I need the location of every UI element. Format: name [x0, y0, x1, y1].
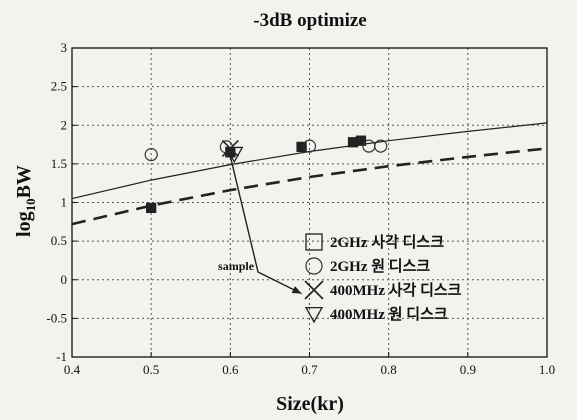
y-tick-label-5: 1.5: [51, 156, 67, 171]
x-tick-label-6: 1.0: [539, 362, 555, 377]
y-tick-label-7: 2.5: [51, 79, 67, 94]
x-tick-label-4: 0.8: [381, 362, 397, 377]
annotations: sample: [218, 155, 302, 295]
y-axis-label: log10BW: [13, 165, 38, 237]
y-tick-label-8: 3: [61, 40, 68, 55]
marker-circle-3: [362, 139, 376, 153]
y-tick-label-2: 0: [61, 272, 68, 287]
x-axis-label: Size(kr): [276, 393, 344, 415]
marker-square-2: [296, 141, 307, 153]
marker-circle-0: [144, 148, 158, 162]
x-tick-label-5: 0.9: [460, 362, 476, 377]
marker-square-4: [355, 135, 367, 146]
chart-title: -3dB optimize: [253, 10, 366, 31]
legend-marker-x: [304, 280, 324, 300]
legend-label-1: 2GHz 원 디스크: [330, 258, 430, 275]
y-tick-label-6: 2: [61, 117, 68, 132]
legend: 2GHz 사각 디스크 2GHz 원 디스크 400MHz 사각 디스크 400MHz…: [304, 233, 462, 324]
legend-marker-triangle: [304, 306, 324, 324]
y-tick-label-0: -1: [56, 349, 67, 364]
x-tick-label-3: 0.7: [301, 362, 318, 377]
y-tick-label-4: 1: [61, 195, 68, 210]
annotation-label: sample: [218, 259, 255, 273]
marker-triangle-0: [225, 146, 244, 164]
annotation-arrow-head: [291, 286, 302, 294]
marker-x-0: [221, 139, 239, 157]
marker-circle-2: [302, 139, 317, 153]
marker-circle-4: [374, 139, 388, 153]
legend-label-0: 2GHz 사각 디스크: [330, 233, 444, 251]
markers: [144, 135, 388, 214]
y-tick-label-1: -0.5: [46, 310, 67, 325]
x-tick-label-0: 0.4: [64, 362, 81, 377]
legend-marker-circle: [305, 257, 323, 275]
curve-dashed: [71, 147, 548, 226]
y-tick-label-3: 0.5: [51, 233, 67, 248]
annotation-arrow-line: [229, 155, 302, 295]
curves: [71, 122, 548, 226]
x-ticks: 0.4 0.5 0.6 0.7 0.8 0.9 1.0: [64, 352, 555, 377]
legend-label-2: 400MHz 사각 디스크: [330, 281, 462, 299]
y-ticks: -1 -0.5 0 0.5 1 1.5 2 2.5 3: [46, 40, 77, 364]
x-tick-label-2: 0.6: [222, 362, 239, 377]
legend-label-3: 400MHz 원 디스크: [330, 306, 448, 323]
x-tick-label-1: 0.5: [143, 362, 159, 377]
legend-marker-square: [305, 233, 323, 251]
grid: [72, 48, 547, 357]
marker-square-0: [146, 202, 157, 214]
curve-solid: [71, 122, 548, 200]
